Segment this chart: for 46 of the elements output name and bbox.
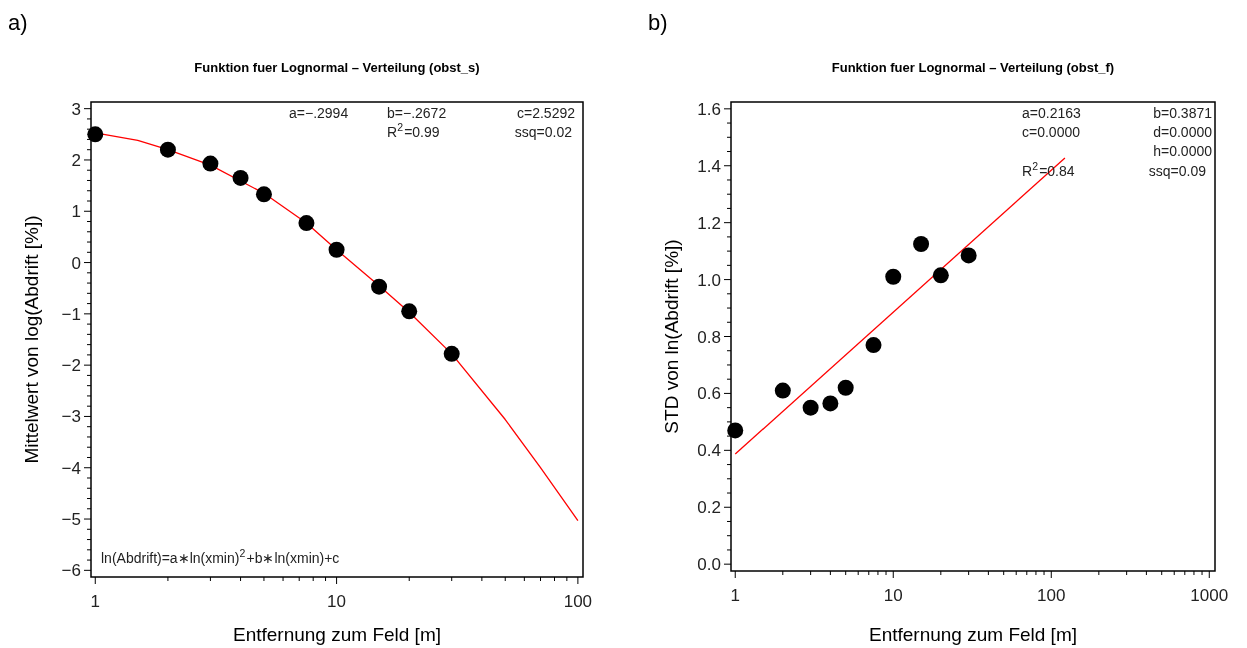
- annotation: a=−.2994: [289, 105, 349, 121]
- text: a): [8, 10, 28, 35]
- annotation: b=0.3871: [1153, 105, 1213, 121]
- annotation: c=2.5292: [517, 105, 576, 121]
- x-tick-label: 1: [730, 586, 740, 605]
- y-axis-title: Mittelwert von log(Abdrift [%]): [21, 215, 42, 464]
- text: b): [648, 10, 668, 35]
- x-tick-label: 1: [90, 592, 101, 611]
- y-tick-label: 1.2: [697, 213, 721, 233]
- y-tick-label: −4: [61, 458, 81, 478]
- chart-title: Funktion fuer Lognormal – Verteilung (obst_f): [831, 60, 1115, 75]
- annotation: c=0.0000: [1022, 124, 1081, 140]
- x-tick-label: 10: [327, 592, 347, 611]
- chart-title: Funktion fuer Lognormal – Verteilung (obst_s): [194, 60, 480, 75]
- x-axis-title: Entfernung zum Feld [m]: [232, 624, 442, 645]
- x-tick-label: 100: [1037, 586, 1066, 605]
- x-tick-label: 10: [883, 586, 903, 605]
- y-tick-label: 1.6: [697, 99, 721, 119]
- y-tick-label: 0.4: [697, 441, 721, 461]
- y-tick-label: 0.6: [697, 384, 721, 404]
- x-axis-title: Entfernung zum Feld [m]: [868, 624, 1078, 645]
- y-tick-label: −6: [61, 561, 81, 581]
- y-tick-label: −1: [61, 304, 81, 324]
- annotation: ln(Abdrift)=a∗ln(xmin)$^{2}$+b∗ln(xmin)+c: [101, 547, 340, 566]
- y-tick-label: −3: [61, 407, 81, 427]
- y-tick-label: 1.0: [697, 270, 721, 290]
- y-tick-label: 2: [71, 150, 81, 170]
- y-tick-label: 0: [71, 253, 81, 273]
- annotation: ssq=0.09: [1148, 163, 1207, 179]
- y-tick-label: 0.0: [697, 555, 721, 575]
- y-tick-label: −2: [61, 356, 81, 376]
- x-tick-label: 100: [563, 592, 593, 611]
- annotation: h=0.0000: [1153, 143, 1213, 159]
- y-tick-label: 3: [71, 99, 81, 119]
- y-axis-title: STD von ln(Abdrift [%]): [661, 239, 682, 434]
- y-tick-label: 1: [71, 202, 81, 222]
- y-tick-label: −5: [61, 510, 81, 530]
- y-tick-label: 0.8: [697, 327, 721, 347]
- annotation: a=0.2163: [1022, 105, 1081, 121]
- annotation: b=−.2672: [387, 105, 447, 121]
- annotation: d=0.0000: [1153, 124, 1213, 140]
- x-tick-label: 1000: [1190, 586, 1229, 605]
- y-tick-label: 1.4: [697, 156, 721, 176]
- annotation: ssq=0.02: [514, 124, 573, 140]
- annotation: R$^{2}$=0.99: [387, 121, 440, 140]
- y-tick-label: 0.2: [697, 498, 721, 518]
